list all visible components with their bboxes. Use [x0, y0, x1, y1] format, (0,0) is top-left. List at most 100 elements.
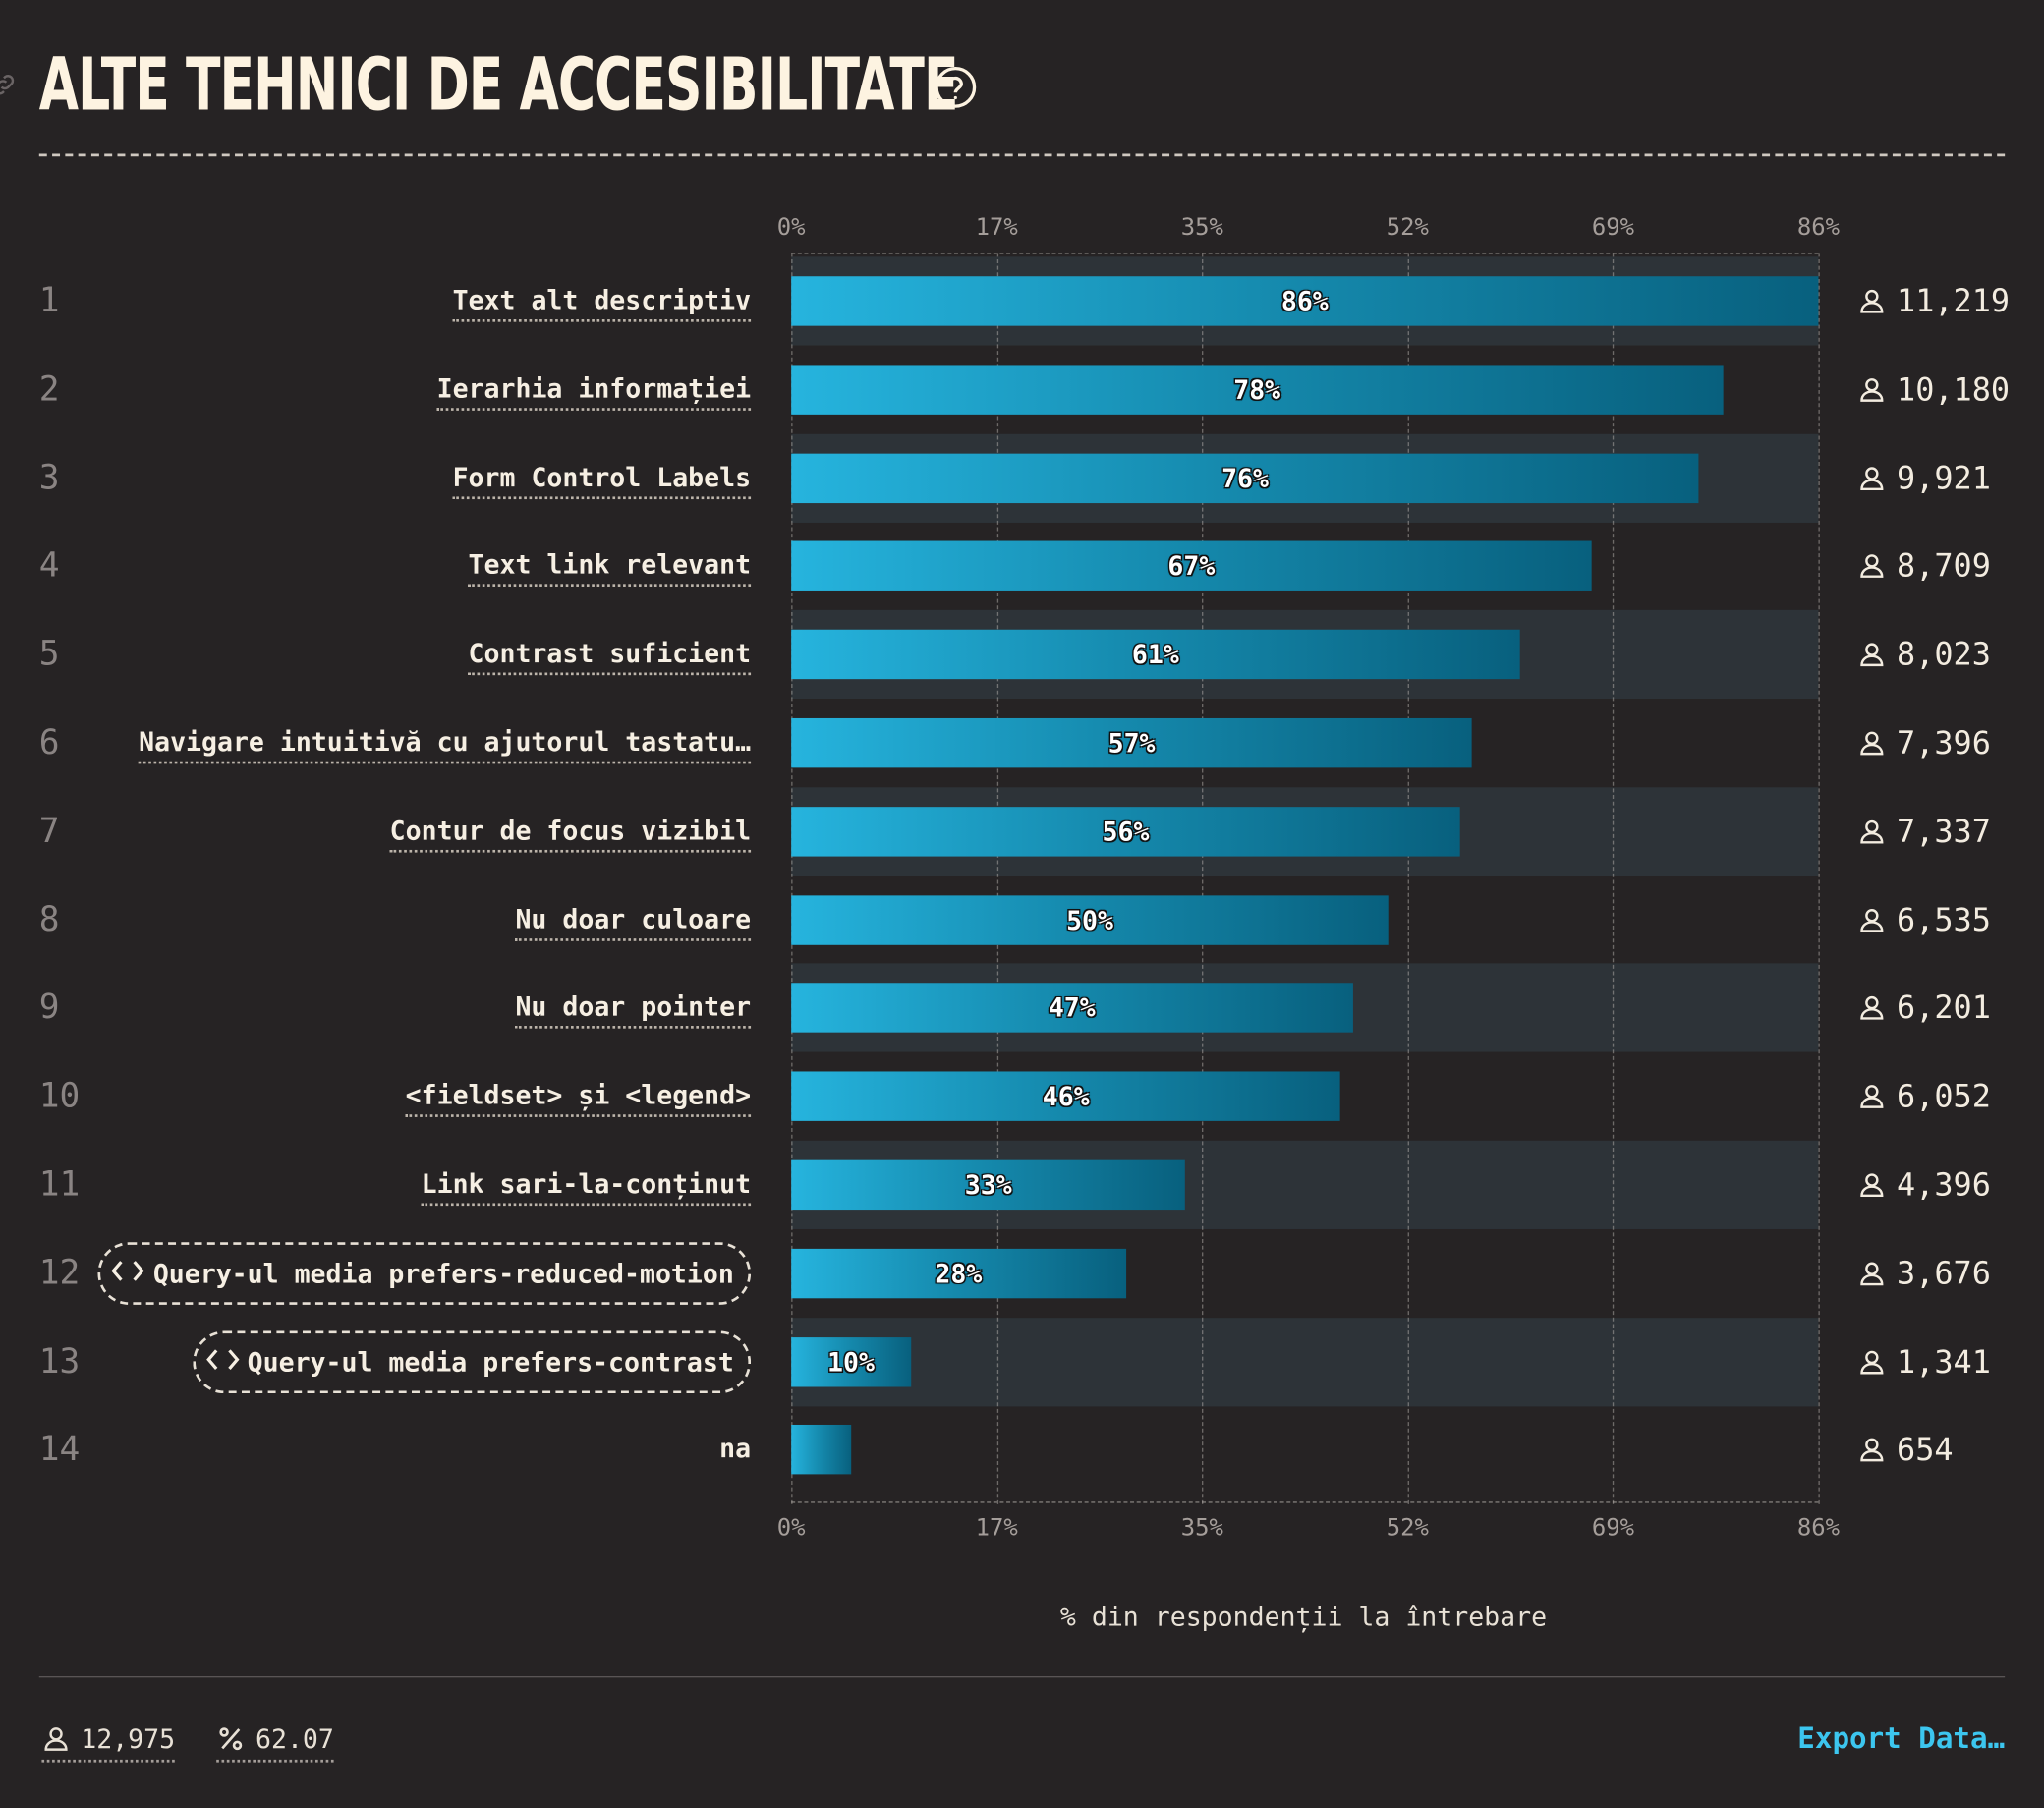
user-icon [1857, 1347, 1897, 1376]
user-icon [1857, 1082, 1897, 1110]
category-label[interactable]: Query-ul media prefers-reduced-motion [98, 1241, 752, 1305]
category-label[interactable]: Link sari-la-conținut [421, 1167, 752, 1206]
user-icon [1857, 1170, 1897, 1199]
bar-value-label: 50% [1066, 903, 1113, 935]
x-tick-label-bottom: 17% [975, 1514, 1018, 1543]
x-tick-label-top: 52% [1386, 213, 1429, 242]
x-tick-label-top: 17% [975, 213, 1018, 242]
category-label[interactable]: Text link relevant [468, 549, 752, 588]
gridline [1613, 253, 1615, 1504]
respondent-count-value: 7,337 [1897, 813, 1991, 850]
rank-number: 5 [38, 635, 60, 674]
bar[interactable] [791, 983, 1353, 1034]
bar[interactable] [791, 717, 1472, 768]
category-label[interactable]: Contur de focus vizibil [389, 815, 752, 853]
x-tick-label-bottom: 35% [1180, 1514, 1223, 1543]
respondent-count: 3,676 [1857, 1254, 1991, 1293]
respondent-count: 9,921 [1857, 458, 1991, 497]
bar[interactable] [791, 1336, 911, 1386]
respondent-count-value: 1,341 [1897, 1343, 1991, 1381]
x-axis-title: % din respondenții la întrebare [1059, 1601, 1548, 1632]
link-icon[interactable] [0, 71, 19, 99]
category-label-text: Query-ul media prefers-contrast [247, 1345, 734, 1378]
bar-value-label: 56% [1102, 816, 1150, 847]
bar-value-label: 28% [935, 1257, 983, 1289]
gridline [791, 253, 793, 1504]
help-icon[interactable] [934, 65, 978, 109]
export-data-button[interactable]: Export Data… [1797, 1723, 2006, 1756]
percent-stat[interactable]: 62.07 [216, 1723, 334, 1763]
respondents-count: 12,975 [81, 1723, 176, 1755]
bar[interactable] [791, 1248, 1126, 1298]
rank-number: 4 [38, 546, 60, 587]
bar-value-label: 10% [826, 1345, 875, 1378]
category-label[interactable]: Navigare intuitivă cu ajutorul tastatu… [139, 726, 752, 764]
respondent-count-value: 7,396 [1897, 724, 1991, 762]
rank-number: 7 [38, 812, 60, 851]
bar-value-label: 67% [1167, 550, 1216, 583]
bar[interactable] [791, 806, 1460, 857]
respondent-count-value: 8,709 [1897, 547, 1991, 585]
user-icon [1857, 375, 1897, 404]
category-label[interactable]: <fieldset> și <legend> [405, 1080, 752, 1118]
x-tick-label-top: 35% [1180, 213, 1223, 242]
bar[interactable] [791, 894, 1389, 945]
bar[interactable] [791, 1071, 1341, 1122]
bottom-axis-line [791, 1501, 1819, 1503]
bar[interactable] [791, 629, 1520, 680]
bar[interactable] [791, 1425, 851, 1475]
category-label[interactable]: Contrast suficient [468, 638, 752, 676]
respondent-count-value: 4,396 [1897, 1166, 1991, 1204]
respondent-count: 4,396 [1857, 1165, 1991, 1205]
user-icon [1857, 1259, 1897, 1287]
gridline [1818, 253, 1820, 1504]
bar[interactable] [791, 540, 1592, 592]
x-tick-label-top: 86% [1796, 213, 1841, 242]
user-icon [1857, 728, 1897, 757]
x-tick-label-top: 0% [776, 213, 806, 242]
category-label: na [719, 1433, 752, 1465]
user-icon [44, 1727, 68, 1751]
bar[interactable] [791, 452, 1699, 503]
rank-number: 9 [38, 988, 60, 1028]
bar[interactable] [791, 1159, 1186, 1210]
rank-number: 8 [38, 900, 60, 939]
rank-number: 1 [38, 281, 60, 321]
respondent-count: 7,337 [1857, 812, 1991, 851]
rank-number: 6 [38, 723, 60, 763]
category-label[interactable]: Nu doar pointer [515, 991, 752, 1030]
rank-number: 2 [38, 369, 60, 410]
gridline [1202, 253, 1204, 1504]
user-icon [1857, 464, 1897, 492]
category-label[interactable]: Nu doar culoare [515, 903, 752, 941]
bar-value-label: 86% [1280, 285, 1329, 317]
bar[interactable] [791, 365, 1724, 415]
rank-number: 10 [38, 1076, 81, 1116]
category-label[interactable]: Text alt descriptiv [452, 284, 752, 322]
bar-value-label: 46% [1042, 1080, 1090, 1112]
percent-value: 62.07 [255, 1723, 334, 1755]
percent-icon [219, 1727, 243, 1751]
bar-value-label: 33% [964, 1168, 1012, 1201]
category-label[interactable]: Form Control Labels [452, 461, 752, 499]
rank-number: 14 [38, 1430, 81, 1470]
category-label[interactable]: Ierarhia informației [436, 372, 752, 411]
category-label-text: Query-ul media prefers-reduced-motion [152, 1257, 734, 1289]
respondent-count: 11,219 [1857, 281, 2010, 320]
user-icon [1857, 817, 1897, 845]
respondent-count-value: 11,219 [1897, 282, 2011, 319]
respondents-stat[interactable]: 12,975 [41, 1723, 176, 1763]
x-tick-label-top: 69% [1591, 213, 1634, 242]
respondent-count: 8,023 [1857, 635, 1991, 674]
bar-value-label: 76% [1221, 462, 1269, 494]
category-label[interactable]: Query-ul media prefers-contrast [192, 1329, 752, 1393]
rank-number: 11 [38, 1164, 81, 1205]
bar[interactable] [791, 276, 1819, 326]
x-tick-label-bottom: 69% [1591, 1514, 1634, 1543]
respondent-count-value: 6,201 [1897, 989, 1991, 1027]
respondent-count: 7,396 [1857, 723, 1991, 763]
respondent-count-value: 10,180 [1897, 370, 2011, 408]
x-tick-label-bottom: 52% [1386, 1514, 1429, 1543]
rank-number: 3 [38, 458, 60, 498]
